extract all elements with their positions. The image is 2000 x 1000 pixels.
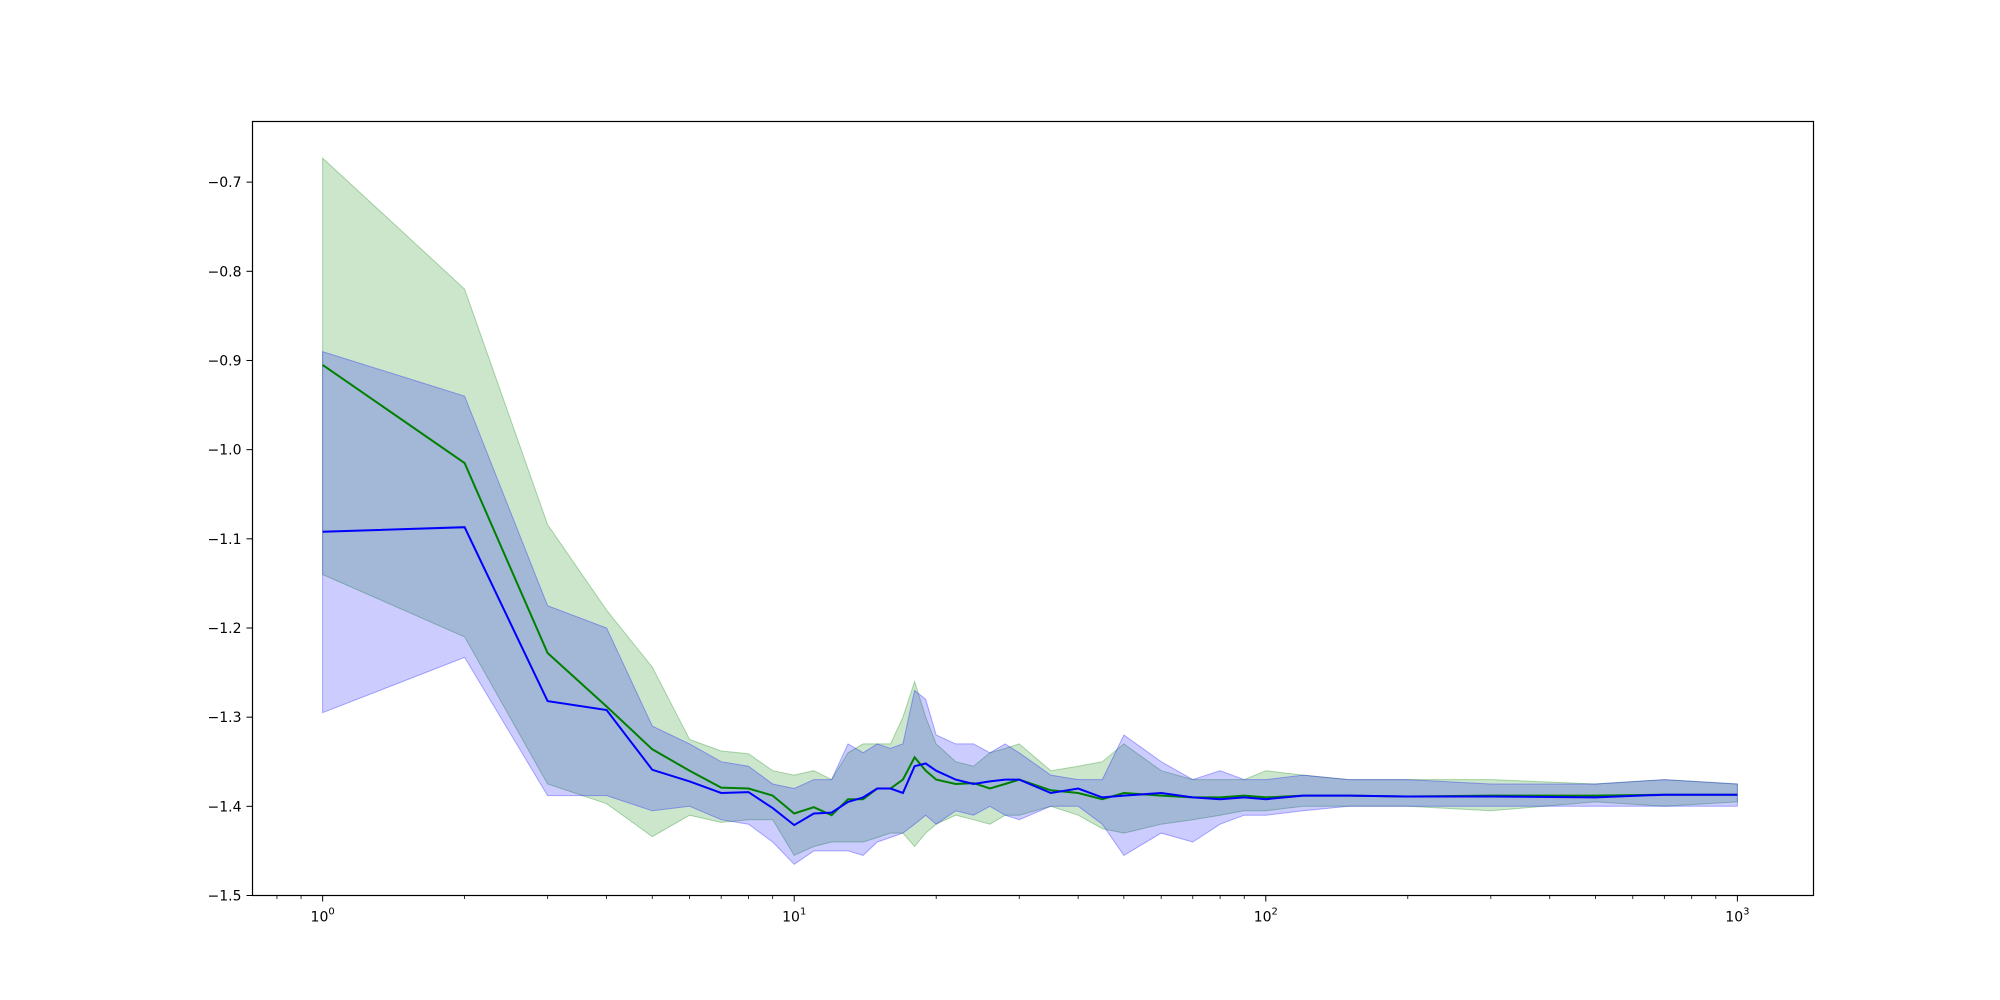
x-tick-base: 10 [311,910,329,926]
x-tick-base: 10 [782,910,800,926]
y-tick-label: −0.8 [208,264,242,280]
x-tick-base: 10 [1725,910,1743,926]
y-axis: −0.7 −0.8 −0.9 −1.0 −1.1 −1.2 −1.3 −1.4 −1.5 [208,175,253,905]
x-axis: 100 101 102 103 [276,895,1750,926]
y-tick-label: −0.9 [208,353,242,369]
x-tick-label: 100 [311,907,335,926]
x-tick-base: 10 [1254,910,1272,926]
y-tick-label: −1.1 [208,532,242,548]
series-1-line [322,364,1738,817]
y-tick-label: −1.4 [208,799,242,815]
series-2-band [322,350,1738,865]
y-tick-label: −1.3 [208,710,242,726]
x-tick-exponent: 1 [800,907,806,918]
y-tick-label: −1.2 [208,621,242,637]
x-tick-exponent: 2 [1272,907,1278,918]
x-tick-label: 103 [1725,907,1749,926]
confidence-bands [322,156,1738,865]
x-tick-label: 102 [1254,907,1278,926]
x-tick-exponent: 3 [1743,907,1749,918]
y-tick-label: −0.7 [208,175,242,191]
plot-frame [251,120,1815,897]
series-2-line [322,526,1738,827]
y-tick-label: −1.5 [208,889,242,905]
x-tick-exponent: 0 [328,907,334,918]
y-tick-label: −1.0 [208,443,242,459]
series-1-band [322,156,1738,857]
series-lines [322,364,1738,827]
x-tick-label: 101 [782,907,806,926]
